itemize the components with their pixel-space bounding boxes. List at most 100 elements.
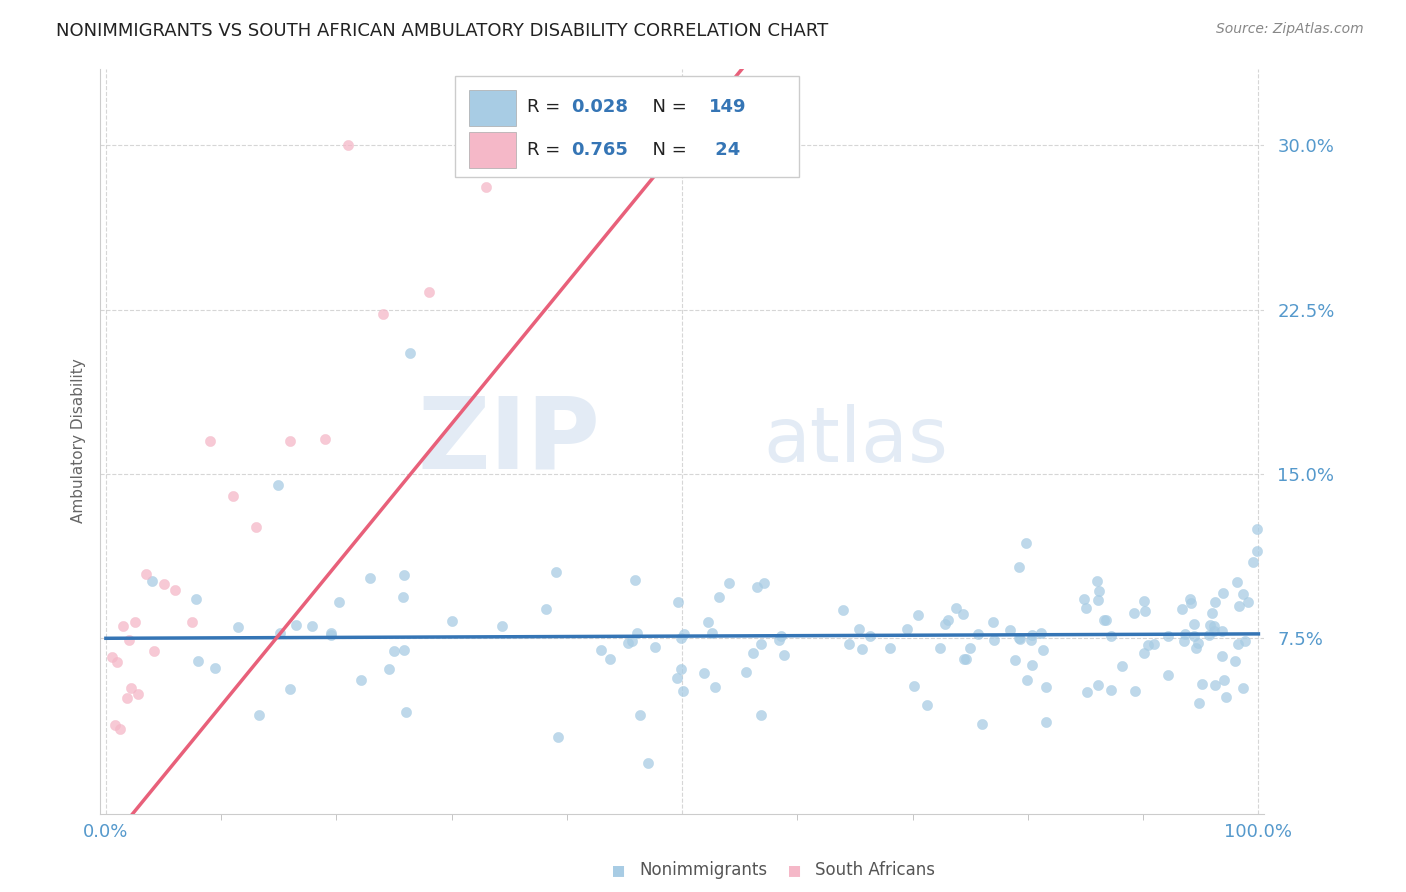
Point [959,641,981,656]
Point [966,627,988,641]
Point [749,637,772,651]
Point [475,179,498,194]
Point [491,618,513,632]
Point [1241,555,1264,569]
Point [929,641,952,656]
Point [671,632,693,646]
Point [1000,623,1022,637]
Point [1021,658,1043,673]
Point [1137,638,1160,652]
Point [591,642,613,657]
Point [391,590,413,604]
Point [278,681,301,696]
Point [955,651,977,665]
Point [1198,618,1220,632]
Y-axis label: Ambulatory Disability: Ambulatory Disability [72,359,86,524]
Point [1212,586,1234,600]
Point [1019,632,1042,647]
Point [1227,599,1250,614]
Point [770,629,793,643]
Text: NONIMMIGRANTS VS SOUTH AFRICAN AMBULATORY DISABILITY CORRELATION CHART: NONIMMIGRANTS VS SOUTH AFRICAN AMBULATOR… [56,22,828,40]
Point [1182,629,1205,643]
Point [1226,574,1249,589]
Text: R =: R = [527,142,567,160]
Point [896,622,918,636]
Point [1211,648,1233,663]
Point [666,595,689,609]
Point [1174,627,1197,641]
Point [983,633,1005,648]
Point [1035,714,1057,729]
Point [734,665,756,679]
Point [1004,653,1026,667]
Point [1076,685,1098,699]
Point [184,591,207,606]
Point [981,615,1004,630]
Point [378,662,401,676]
Point [1234,634,1257,648]
Point [127,687,149,701]
Point [1015,536,1038,550]
Point [851,642,873,657]
Point [204,661,226,675]
Point [1180,596,1202,610]
Point [700,626,723,640]
Point [1204,624,1226,638]
FancyBboxPatch shape [470,90,516,126]
Point [1178,592,1201,607]
Point [1198,627,1220,641]
Text: 149: 149 [709,98,747,116]
Point [1007,631,1029,645]
Point [768,632,790,647]
Point [245,519,267,533]
Point [1133,604,1156,618]
Point [394,643,416,657]
Text: ▪: ▪ [787,860,801,880]
Point [1099,682,1122,697]
Point [704,680,727,694]
Point [1099,630,1122,644]
Text: N =: N = [641,98,693,116]
Point [120,681,142,695]
Point [314,432,336,446]
Point [1073,592,1095,607]
Point [198,434,221,448]
Point [718,576,741,591]
Point [945,601,967,615]
Point [628,708,651,723]
Point [1157,630,1180,644]
Point [371,307,394,321]
Point [1204,595,1226,609]
Point [187,654,209,668]
Point [418,285,440,299]
Text: Nonimmigrants: Nonimmigrants [640,861,768,879]
Point [838,638,860,652]
Point [1204,618,1226,632]
Point [395,705,418,719]
Point [1031,626,1053,640]
Point [644,640,666,654]
Point [831,603,853,617]
Point [1035,681,1057,695]
Point [1201,606,1223,620]
Text: South Africans: South Africans [815,861,935,879]
Point [626,625,648,640]
Point [1236,594,1258,608]
Point [915,698,938,712]
Point [599,652,621,666]
Point [547,730,569,744]
Point [1212,673,1234,688]
Point [1032,642,1054,657]
Point [226,620,249,634]
Point [745,580,768,594]
Point [934,616,956,631]
Text: ZIP: ZIP [418,392,600,490]
Point [1008,559,1031,574]
Point [1095,613,1118,627]
Point [1191,677,1213,691]
Point [181,615,204,629]
Point [319,628,342,642]
Point [1187,636,1209,650]
Point [278,434,301,448]
Text: 0.028: 0.028 [572,98,628,116]
